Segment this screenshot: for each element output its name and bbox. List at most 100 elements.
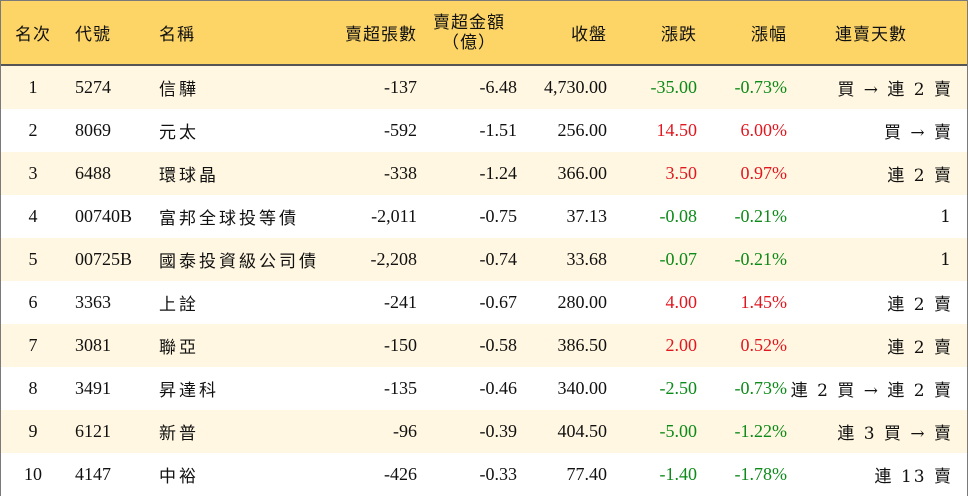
table-header: 名次 代號 名稱 賣超張數 賣超金額 （億） 收盤 漲跌 漲幅 連賣天數 <box>1 1 967 64</box>
header-close[interactable]: 收盤 <box>571 25 607 45</box>
change-pct-cell: 6.00% <box>740 120 788 140</box>
consecutive-days-cell: 連 2 賣 <box>887 166 953 186</box>
net-sell-lots-cell: -2,208 <box>370 249 418 269</box>
name-cell: 富邦全球投等債 <box>159 209 299 229</box>
change-cell: -1.40 <box>659 464 698 484</box>
close-cell: 386.50 <box>557 335 608 355</box>
rank-cell: 5 <box>28 249 38 269</box>
change-pct-cell: -1.78% <box>734 464 788 484</box>
code-cell: 6121 <box>75 421 111 441</box>
header-code[interactable]: 代號 <box>75 25 111 45</box>
close-cell: 33.68 <box>566 249 608 269</box>
header-name[interactable]: 名稱 <box>159 25 195 45</box>
net-sell-amount-cell: -0.46 <box>479 378 518 398</box>
name-cell: 環球晶 <box>159 166 219 186</box>
header-divider <box>1 64 967 66</box>
table-row[interactable]: 4 00740B 富邦全球投等債 -2,011 -0.75 37.13 -0.08 -0.21… <box>1 195 967 238</box>
consecutive-days-cell: 連 2 賣 <box>887 295 953 315</box>
code-cell: 4147 <box>75 464 111 484</box>
change-pct-cell: 1.45% <box>740 292 788 312</box>
table-row[interactable]: 9 6121 新普 -96 -0.39 404.50 -5.00 -1.22% 連 3 買 → … <box>1 410 967 453</box>
change-cell: 3.50 <box>665 163 698 183</box>
close-cell: 340.00 <box>557 378 608 398</box>
rank-cell: 6 <box>28 292 38 312</box>
net-sell-lots-cell: -241 <box>384 292 417 312</box>
header-net-sell-lots[interactable]: 賣超張數 <box>345 25 417 45</box>
close-cell: 404.50 <box>557 421 608 441</box>
rank-cell: 10 <box>24 464 42 484</box>
name-cell: 國泰投資級公司債 <box>159 252 319 272</box>
change-pct-cell: 0.52% <box>740 335 788 355</box>
net-sell-lots-cell: -96 <box>393 421 417 441</box>
rank-cell: 9 <box>28 421 38 441</box>
table-row[interactable]: 5 00725B 國泰投資級公司債 -2,208 -0.74 33.68 -0.07 -0.2… <box>1 238 967 281</box>
rank-cell: 4 <box>28 206 38 226</box>
change-pct-cell: 0.97% <box>740 163 788 183</box>
net-sell-amount-cell: -0.33 <box>479 464 518 484</box>
change-cell: -0.07 <box>659 249 698 269</box>
rank-cell: 7 <box>28 335 38 355</box>
code-cell: 5274 <box>75 77 111 97</box>
name-cell: 昇達科 <box>159 381 219 401</box>
rank-cell: 1 <box>28 77 38 97</box>
header-change[interactable]: 漲跌 <box>661 25 697 45</box>
name-cell: 上詮 <box>159 295 199 315</box>
rank-cell: 2 <box>28 120 38 140</box>
header-consecutive-days[interactable]: 連賣天數 <box>835 25 907 45</box>
net-sell-lots-cell: -137 <box>384 77 417 97</box>
net-sell-lots-cell: -338 <box>384 163 417 183</box>
change-pct-cell: -0.73% <box>734 378 788 398</box>
table-row[interactable]: 7 3081 聯亞 -150 -0.58 386.50 2.00 0.52% 連 2 賣 <box>1 324 967 367</box>
name-cell: 新普 <box>159 424 199 444</box>
close-cell: 4,730.00 <box>544 77 607 97</box>
header-net-sell-amount-unit: （億） <box>442 32 496 53</box>
name-cell: 聯亞 <box>159 338 199 358</box>
consecutive-days-cell: 1 <box>940 206 953 227</box>
change-cell: 14.50 <box>656 120 698 140</box>
net-sell-amount-cell: -0.74 <box>479 249 518 269</box>
consecutive-days-cell: 買 → 連 2 賣 <box>837 80 953 100</box>
header-rank[interactable]: 名次 <box>15 25 51 45</box>
table-row[interactable]: 10 4147 中裕 -426 -0.33 77.40 -1.40 -1.78% 連 13 賣 <box>1 453 967 496</box>
change-pct-cell: -1.22% <box>734 421 788 441</box>
code-cell: 3081 <box>75 335 111 355</box>
table-row[interactable]: 1 5274 信驊 -137 -6.48 4,730.00 -35.00 -0.73% 買 → … <box>1 66 967 109</box>
code-cell: 00725B <box>75 249 133 269</box>
consecutive-days-cell: 連 2 買 → 連 2 賣 <box>790 381 953 401</box>
rank-cell: 8 <box>28 378 38 398</box>
code-cell: 6488 <box>75 163 111 183</box>
table-row[interactable]: 6 3363 上詮 -241 -0.67 280.00 4.00 1.45% 連 2 賣 <box>1 281 967 324</box>
net-sell-lots-cell: -150 <box>384 335 417 355</box>
net-sell-amount-cell: -0.39 <box>479 421 518 441</box>
close-cell: 256.00 <box>557 120 608 140</box>
change-cell: -35.00 <box>650 77 698 97</box>
consecutive-days-cell: 買 → 賣 <box>883 123 953 143</box>
net-sell-lots-cell: -592 <box>384 120 417 140</box>
close-cell: 366.00 <box>557 163 608 183</box>
net-sell-lots-cell: -426 <box>384 464 417 484</box>
net-sell-amount-cell: -0.75 <box>479 206 518 226</box>
change-pct-cell: -0.21% <box>734 249 788 269</box>
change-cell: -5.00 <box>659 421 698 441</box>
table-row[interactable]: 8 3491 昇達科 -135 -0.46 340.00 -2.50 -0.73% 連 2 買 … <box>1 367 967 410</box>
change-pct-cell: -0.21% <box>734 206 788 226</box>
consecutive-days-cell: 連 2 賣 <box>887 338 953 358</box>
consecutive-days-cell: 1 <box>940 249 953 270</box>
table-row[interactable]: 2 8069 元太 -592 -1.51 256.00 14.50 6.00% 買 → 賣 <box>1 109 967 152</box>
header-change-pct[interactable]: 漲幅 <box>751 25 787 45</box>
change-cell: 2.00 <box>665 335 698 355</box>
name-cell: 信驊 <box>159 80 199 100</box>
net-sell-amount-cell: -1.51 <box>479 120 518 140</box>
consecutive-days-cell: 連 3 買 → 賣 <box>837 424 953 444</box>
code-cell: 00740B <box>75 206 133 226</box>
net-sell-amount-cell: -0.67 <box>479 292 518 312</box>
header-net-sell-amount[interactable]: 賣超金額 （億） <box>421 1 517 64</box>
change-cell: -0.08 <box>659 206 698 226</box>
close-cell: 37.13 <box>566 206 608 226</box>
net-sell-lots-cell: -135 <box>384 378 417 398</box>
table-row[interactable]: 3 6488 環球晶 -338 -1.24 366.00 3.50 0.97% 連 2 賣 <box>1 152 967 195</box>
name-cell: 元太 <box>159 123 199 143</box>
net-sell-lots-cell: -2,011 <box>371 206 417 226</box>
rank-cell: 3 <box>28 163 38 183</box>
